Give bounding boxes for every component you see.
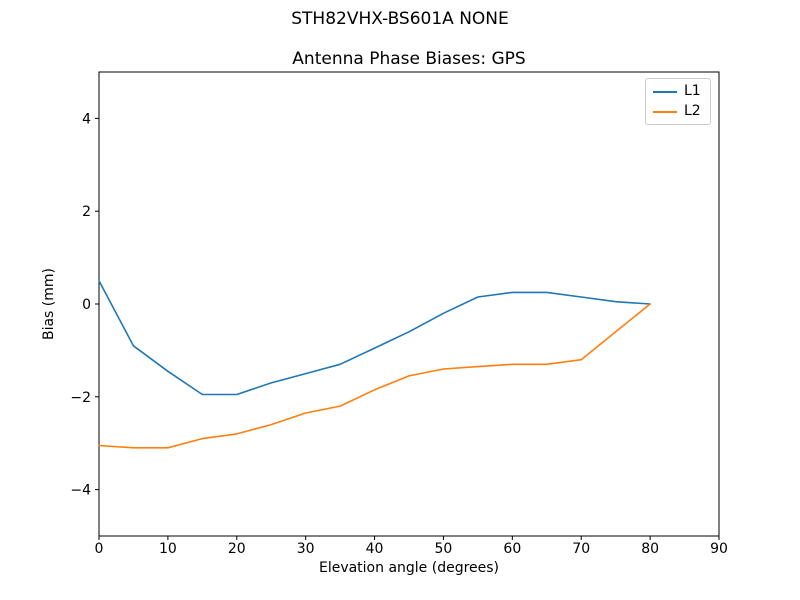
y-axis-label: Bias (mm) [41,267,57,341]
x-tick-label: 20 [228,541,246,557]
series-line-L2 [98,303,651,449]
x-tick-label: 60 [503,541,521,557]
plot-border [98,71,720,537]
legend-line-swatch [653,110,677,113]
y-tick-label: 0 [82,297,91,313]
x-tick-label: 0 [95,541,104,557]
y-tick-label: 2 [82,204,91,220]
y-tick-label: −2 [70,390,91,406]
legend-item: L2 [653,104,701,119]
figure-title: STH82VHX-BS601A NONE [291,9,509,29]
series-line-L1 [98,279,651,396]
legend-item: L1 [653,84,701,99]
x-tick-label: 90 [710,541,728,557]
x-tick-label: 70 [572,541,590,557]
legend: L1 L2 [645,78,711,125]
legend-label: L2 [684,103,701,119]
legend-line-swatch [653,90,677,93]
y-tick-label: 4 [82,111,91,127]
x-tick-label: 80 [641,541,659,557]
x-tick-label: 50 [435,541,453,557]
y-tick-label: −4 [70,483,91,499]
chart-title: Antenna Phase Biases: GPS [292,49,526,69]
x-axis-label: Elevation angle (degrees) [318,560,500,576]
x-tick-label: 40 [366,541,384,557]
legend-label: L1 [684,83,701,99]
x-tick-label: 30 [297,541,315,557]
x-tick-label: 10 [159,541,177,557]
